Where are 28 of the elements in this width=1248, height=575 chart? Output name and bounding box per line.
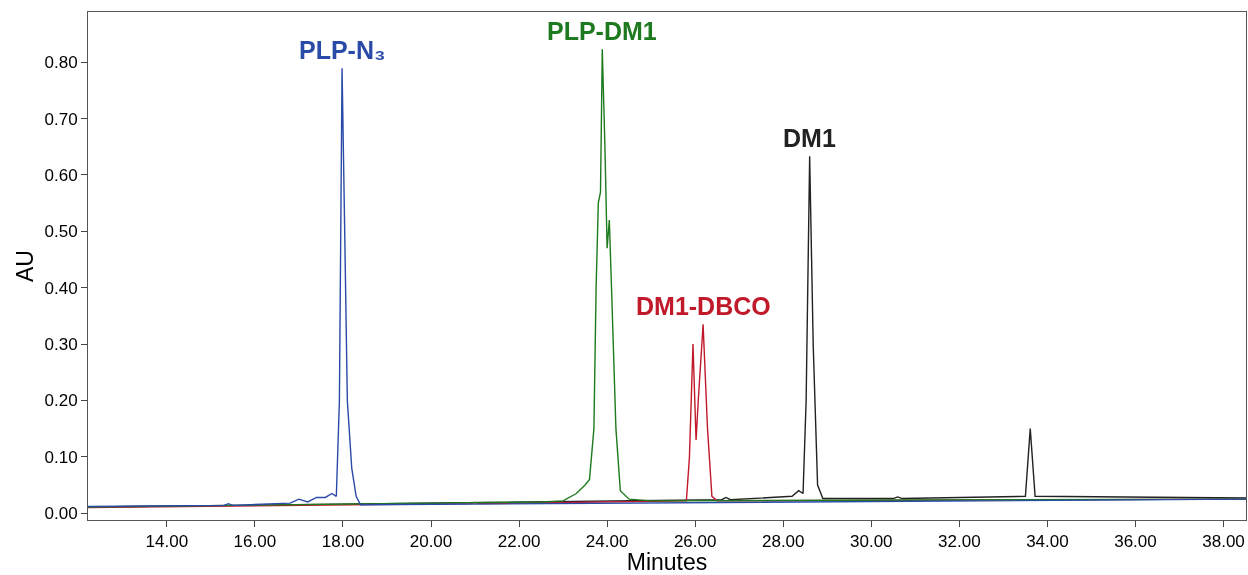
x-tick-label: 36.00 bbox=[1114, 532, 1157, 552]
x-tick-label: 14.00 bbox=[145, 532, 189, 552]
y-tick-label: 0.10 bbox=[44, 447, 78, 467]
x-axis-title: Minutes bbox=[626, 549, 708, 575]
y-tick-label: 0.60 bbox=[44, 165, 78, 185]
x-tick-label: 32.00 bbox=[938, 532, 981, 552]
x-tick-label: 28.00 bbox=[761, 532, 805, 552]
x-tick-label: 16.00 bbox=[233, 532, 277, 552]
y-tick-label: 0.80 bbox=[44, 53, 78, 73]
annotation: DM1-DBCO bbox=[636, 292, 771, 320]
annotation: PLP-N₃ bbox=[299, 36, 386, 64]
y-tick-label: 0.40 bbox=[44, 278, 78, 298]
x-tick-label: 20.00 bbox=[409, 532, 453, 552]
y-tick-label: 0.30 bbox=[44, 335, 78, 355]
y-tick-label: 0.00 bbox=[44, 504, 78, 524]
x-tick-label: 26.00 bbox=[673, 532, 717, 552]
y-axis-title: AU bbox=[11, 250, 38, 282]
x-tick-label: 38.00 bbox=[1202, 532, 1245, 552]
y-tick-label: 0.20 bbox=[44, 391, 78, 411]
y-tick-label: 0.70 bbox=[44, 109, 78, 129]
x-tick-label: 24.00 bbox=[585, 532, 629, 552]
x-tick-label: 18.00 bbox=[321, 532, 365, 552]
y-tick-label: 0.50 bbox=[44, 222, 78, 242]
x-tick-label: 34.00 bbox=[1026, 532, 1069, 552]
annotation: PLP-DM1 bbox=[547, 17, 657, 45]
annotation: DM1 bbox=[783, 124, 836, 152]
x-tick-label: 30.00 bbox=[850, 532, 893, 552]
x-tick-label: 22.00 bbox=[497, 532, 541, 552]
